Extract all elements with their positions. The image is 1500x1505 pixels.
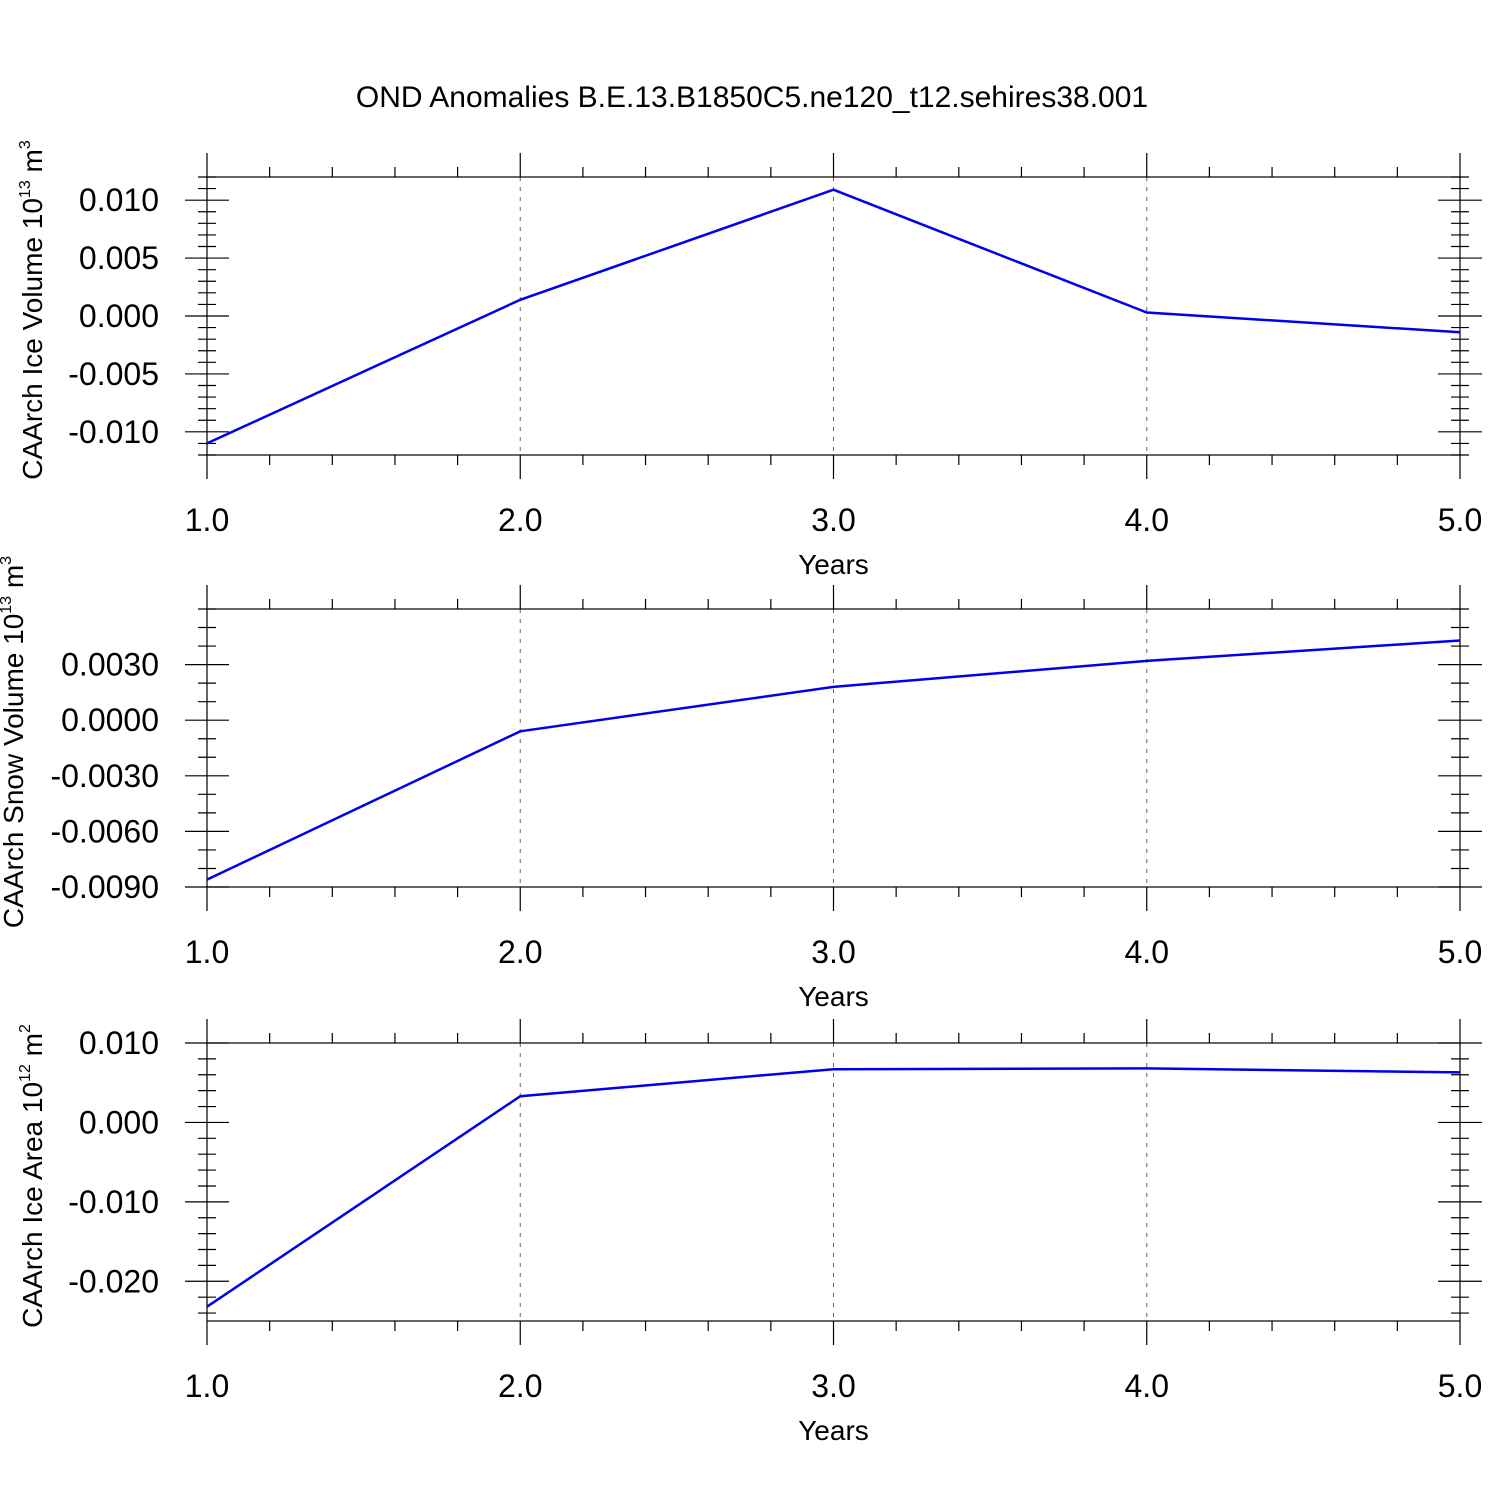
x-axis-label: Years xyxy=(798,1415,869,1446)
x-tick-label: 4.0 xyxy=(1125,934,1169,970)
y-tick-label: -0.010 xyxy=(68,1184,159,1220)
y-tick-label: -0.010 xyxy=(68,414,159,450)
x-tick-label: 4.0 xyxy=(1125,502,1169,538)
y-tick-label: 0.005 xyxy=(79,240,159,276)
y-axis-label-unit-exponent: 3 xyxy=(0,556,15,565)
panel-3: -0.020 -0.010 0.000 0.010 1.0 2.0 3.0 4.0 5.0 Yea… xyxy=(17,1019,1482,1446)
y-tick-label: -0.0090 xyxy=(50,869,159,905)
data-series-line xyxy=(206,1067,1461,1308)
x-tick-label: 2.0 xyxy=(498,934,542,970)
x-tick-label: 3.0 xyxy=(811,934,855,970)
y-axis-label: CAArch Ice Area 1012 m2 xyxy=(17,1024,48,1328)
y-axis-label-unit: m xyxy=(17,1033,48,1064)
y-tick-label: -0.0060 xyxy=(50,813,159,849)
y-axis-label-exponent: 13 xyxy=(0,596,15,614)
y-tick-label: -0.020 xyxy=(68,1263,159,1299)
x-axis-label: Years xyxy=(798,981,869,1012)
x-tick-label: 4.0 xyxy=(1125,1368,1169,1404)
x-tick-label: 1.0 xyxy=(185,502,229,538)
x-tick-label: 2.0 xyxy=(498,1368,542,1404)
y-axis-label: CAArch Snow Volume 1013 m3 xyxy=(0,556,29,928)
data-series-line xyxy=(206,188,1461,445)
y-axis-label-text: CAArch Snow Volume 10 xyxy=(0,614,29,928)
y-tick-label: -0.0030 xyxy=(50,758,159,794)
y-axis-label-text: CAArch Ice Volume 10 xyxy=(17,198,48,480)
y-tick-label: 0.010 xyxy=(79,182,159,218)
x-tick-label: 5.0 xyxy=(1438,934,1482,970)
y-tick-label: -0.005 xyxy=(68,356,159,392)
y-tick-label: 0.010 xyxy=(79,1025,159,1061)
y-axis-label-exponent: 12 xyxy=(17,1064,34,1082)
x-tick-label: 1.0 xyxy=(185,934,229,970)
x-tick-label: 5.0 xyxy=(1438,1368,1482,1404)
y-tick-label: 0.000 xyxy=(79,298,159,334)
x-tick-label: 2.0 xyxy=(498,502,542,538)
x-axis-label: Years xyxy=(798,549,869,580)
y-tick-label: 0.0030 xyxy=(61,647,159,683)
y-axis-label-unit: m xyxy=(0,565,29,596)
x-tick-label: 1.0 xyxy=(185,1368,229,1404)
y-axis-label-unit-exponent: 3 xyxy=(17,140,34,149)
x-tick-label: 5.0 xyxy=(1438,502,1482,538)
y-tick-label: 0.000 xyxy=(79,1104,159,1140)
data-series-line xyxy=(206,639,1461,881)
y-axis-label: CAArch Ice Volume 1013 m3 xyxy=(17,140,48,480)
y-axis-label-unit: m xyxy=(17,149,48,180)
y-axis-label-unit-exponent: 2 xyxy=(17,1024,34,1033)
chart-title: OND Anomalies B.E.13.B1850C5.ne120_t12.s… xyxy=(356,81,1148,114)
panels: -0.010 -0.005 0.000 0.005 0.010 1.0 2.0 3.0 4.0 5… xyxy=(0,140,1482,1446)
y-axis-label-exponent: 13 xyxy=(17,180,34,198)
panel-1: -0.010 -0.005 0.000 0.005 0.010 1.0 2.0 3.0 4.0 5… xyxy=(17,140,1482,580)
y-tick-label: 0.0000 xyxy=(61,702,159,738)
panel-2: -0.0090 -0.0060 -0.0030 0.0000 0.0030 1.0 2.0 3… xyxy=(0,556,1482,1012)
x-tick-label: 3.0 xyxy=(811,502,855,538)
y-axis-label-text: CAArch Ice Area 10 xyxy=(17,1082,48,1328)
x-tick-label: 3.0 xyxy=(811,1368,855,1404)
